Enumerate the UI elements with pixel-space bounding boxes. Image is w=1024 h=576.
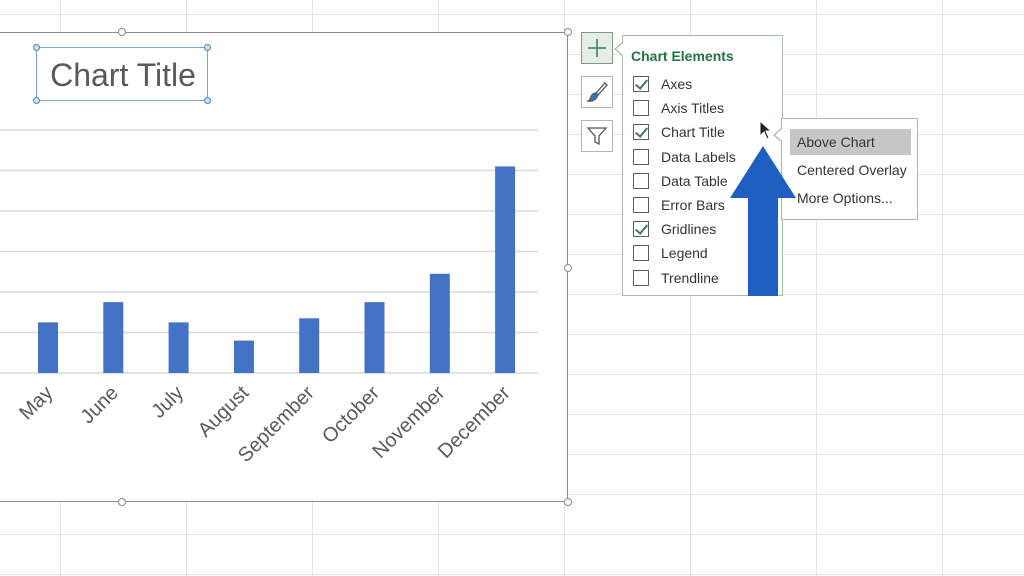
- panel-title: Chart Elements: [631, 48, 734, 64]
- checkbox[interactable]: [633, 197, 649, 213]
- resize-handle-bottom-right[interactable]: [564, 498, 572, 506]
- title-handle[interactable]: [33, 44, 40, 51]
- chart-elements-button[interactable]: [581, 32, 613, 64]
- chart-element-error-bars[interactable]: Error Bars: [633, 194, 773, 216]
- bar-may[interactable]: [38, 322, 58, 373]
- bar-june[interactable]: [103, 302, 124, 373]
- chart-element-chart-title[interactable]: Chart Title: [633, 121, 773, 143]
- annotation-arrow: [730, 146, 796, 296]
- chart-area[interactable]: [0, 32, 568, 502]
- chart-element-label: Axis Titles: [661, 100, 725, 117]
- bar-october[interactable]: [364, 302, 385, 373]
- plus-icon: [588, 39, 606, 57]
- chart-element-gridlines[interactable]: Gridlines: [633, 218, 773, 240]
- filter-icon: [586, 127, 608, 146]
- bar-august[interactable]: [233, 340, 254, 373]
- resize-handle-top-right[interactable]: [564, 28, 572, 36]
- checkbox[interactable]: [633, 172, 649, 189]
- resize-handle-right[interactable]: [564, 264, 572, 272]
- title-handle[interactable]: [204, 97, 211, 104]
- resize-handle-bottom[interactable]: [118, 498, 126, 506]
- chart-element-label: Chart Title: [661, 124, 725, 141]
- checkbox[interactable]: [633, 148, 649, 165]
- chart-element-label: Axes: [661, 76, 693, 92]
- bar-december[interactable]: [495, 166, 516, 373]
- title-handle[interactable]: [204, 44, 211, 51]
- bar-september[interactable]: [299, 318, 320, 373]
- mouse-cursor-icon: [759, 119, 773, 140]
- chart-title-box[interactable]: Chart Title: [33, 44, 211, 104]
- chart-element-data-table[interactable]: Data Table: [633, 170, 773, 192]
- submenu-item-above-chart[interactable]: Above Chart: [790, 129, 911, 155]
- title-handle[interactable]: [33, 97, 40, 104]
- submenu-item-more-options[interactable]: More Options...: [797, 190, 893, 206]
- chart-title[interactable]: Chart Title: [50, 56, 196, 93]
- submenu-item-centered-overlay[interactable]: Centered Overlay: [797, 162, 907, 178]
- chart-filters-button[interactable]: [581, 120, 613, 152]
- checkbox[interactable]: [633, 76, 649, 92]
- chart-element-label: Error Bars: [661, 197, 725, 213]
- resize-handle-top[interactable]: [118, 28, 126, 36]
- chart-element-label: Trendline: [661, 269, 719, 286]
- chart-element-label: Gridlines: [661, 221, 717, 238]
- chart-element-trendline[interactable]: Trendline: [633, 267, 773, 289]
- chart-element-axes[interactable]: Axes: [633, 73, 773, 95]
- chart-element-label: Data Table: [661, 172, 728, 189]
- chart-title-submenu: Above Chart Centered Overlay More Options.…: [781, 118, 918, 220]
- chart-element-data-labels[interactable]: Data Labels: [633, 146, 773, 168]
- checkbox[interactable]: [633, 269, 649, 286]
- paintbrush-icon: [586, 82, 608, 102]
- checkbox[interactable]: [633, 245, 649, 262]
- chart-element-axis-titles[interactable]: Axis Titles: [633, 97, 773, 119]
- panel-pointer-inner: [616, 43, 623, 55]
- checkbox[interactable]: [633, 124, 649, 141]
- chart-styles-button[interactable]: [581, 76, 613, 108]
- checkbox[interactable]: [633, 100, 649, 117]
- chart-element-legend[interactable]: Legend: [633, 242, 773, 264]
- checkbox[interactable]: [633, 221, 649, 238]
- bar-july[interactable]: [168, 322, 189, 373]
- submenu-pointer-inner: [775, 129, 782, 141]
- bar-november[interactable]: [429, 273, 450, 373]
- chart-element-label: Data Labels: [661, 148, 736, 165]
- chart-element-label: Legend: [661, 245, 708, 262]
